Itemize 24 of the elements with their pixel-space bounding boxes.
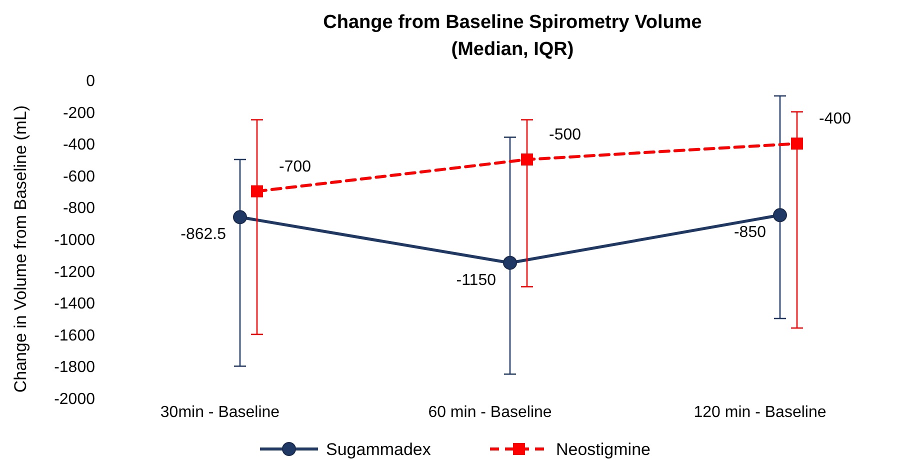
y-axis-title: Change in Volume from Baseline (mL) <box>11 105 30 393</box>
y-tick-label: 0 <box>86 73 96 90</box>
legend-label: Neostigmine <box>556 440 650 459</box>
x-tick-label: 60 min - Baseline <box>428 404 552 421</box>
y-tick-label: -1000 <box>54 232 96 249</box>
y-tick-label: -400 <box>62 136 96 154</box>
data-label: -850 <box>734 224 766 242</box>
data-label: -1150 <box>456 272 496 289</box>
data-label: -400 <box>818 110 852 128</box>
data-label: -700 <box>278 158 312 176</box>
y-tick-label: -600 <box>62 168 96 186</box>
y-tick-label: -1400 <box>54 296 96 313</box>
data-label: -500 <box>548 126 582 144</box>
y-tick-label: -1200 <box>54 264 96 281</box>
legend-label: Sugammadex <box>326 440 432 459</box>
y-tick-label: -200 <box>62 104 96 122</box>
y-tick-label: -1800 <box>54 359 96 376</box>
data-label: -862.5 <box>180 226 226 244</box>
chart-title: Change from Baseline Spirometry Volume (Median, IQR) <box>323 12 702 60</box>
y-tick-label: -2000 <box>54 391 96 408</box>
y-tick-label: -800 <box>62 200 96 218</box>
y-tick-label: -1600 <box>54 327 96 344</box>
x-tick-label: 30min - Baseline <box>160 404 280 421</box>
x-tick-label: 120 min - Baseline <box>694 404 826 421</box>
